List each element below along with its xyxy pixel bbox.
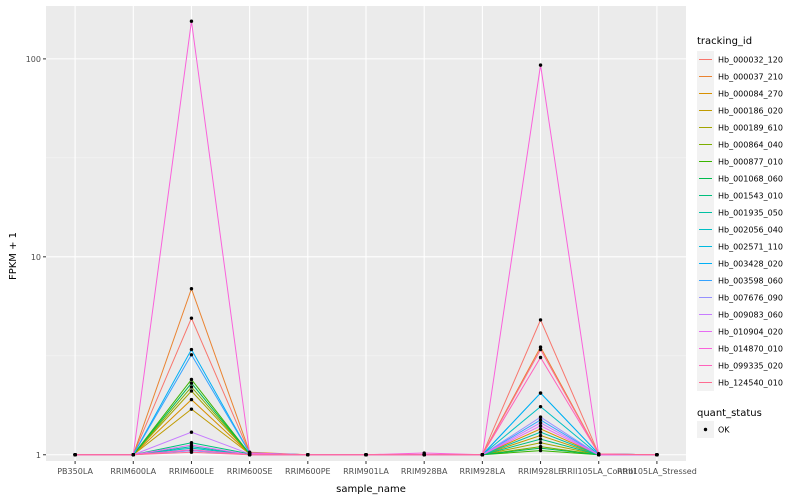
data-point <box>538 441 543 445</box>
y-tick-label: 10 <box>31 253 41 262</box>
legend-label: Hb_014870_010 <box>718 345 783 354</box>
legend-label: Hb_002571_110 <box>718 243 783 252</box>
data-point <box>189 347 194 352</box>
x-tick-label: RRIM600SE <box>227 467 273 476</box>
data-point <box>538 391 543 395</box>
shape-legend-key-point <box>703 427 708 432</box>
data-point <box>480 453 485 457</box>
data-point <box>538 418 543 422</box>
shape-legend-title: quant_status <box>697 408 762 419</box>
data-point <box>538 430 543 434</box>
x-tick-label: RRIM600PE <box>285 467 331 476</box>
legend-label: Hb_000877_010 <box>718 158 783 167</box>
x-tick-label: RRIM928LA <box>459 467 505 476</box>
legend-label: Hb_003598_060 <box>718 277 783 286</box>
data-point <box>189 385 194 389</box>
legend-label: Hb_000037_210 <box>718 73 783 82</box>
data-point <box>655 453 659 457</box>
data-point <box>189 448 194 452</box>
y-tick-label: 1 <box>36 451 41 460</box>
x-tick-label: RRIM901LA <box>343 467 389 476</box>
data-point <box>538 355 543 360</box>
data-point <box>189 397 194 402</box>
data-point <box>422 453 426 457</box>
data-point <box>189 377 194 382</box>
data-point <box>538 318 543 322</box>
data-point <box>597 452 601 456</box>
data-point <box>364 453 368 457</box>
data-point <box>538 433 543 438</box>
legend-label: Hb_001935_050 <box>718 209 783 218</box>
legend-label: Hb_000189_610 <box>718 124 783 133</box>
x-tick-label: RRIM928LE <box>518 467 563 476</box>
legend-label: Hb_099335_020 <box>718 362 783 371</box>
shape-legend-label: OK <box>718 426 730 435</box>
data-point <box>538 448 543 453</box>
y-tick-label: 100 <box>26 55 41 64</box>
data-point <box>189 430 194 434</box>
legend-label: Hb_000864_040 <box>718 141 783 150</box>
data-point <box>189 389 194 393</box>
data-point <box>538 347 543 352</box>
data-point <box>247 453 252 457</box>
legend: tracking_id quant_status Hb_000032_120 Hb… <box>697 36 783 438</box>
legend-label: Hb_001068_060 <box>718 175 783 184</box>
data-point <box>306 453 310 457</box>
axes: 1 10 100 PB350LA RRIM600LA RRIM600LE RRIM600SE… <box>26 55 697 476</box>
data-point <box>189 353 194 357</box>
legend-label: Hb_000186_020 <box>718 107 783 116</box>
x-axis-title: sample_name <box>336 484 406 495</box>
data-point <box>189 19 194 23</box>
legend-label: Hb_000084_270 <box>718 90 783 99</box>
data-point <box>189 287 194 291</box>
data-point <box>538 404 543 409</box>
data-point <box>189 381 194 385</box>
x-tick-label: RRII105LA_Control <box>562 467 636 476</box>
data-point <box>538 63 543 67</box>
data-point <box>538 446 543 450</box>
legend-label: Hb_002056_040 <box>718 226 783 235</box>
data-point <box>538 421 543 425</box>
legend-label: Hb_001543_010 <box>718 192 783 201</box>
legend-label: Hb_010904_020 <box>718 328 783 337</box>
data-point <box>189 407 194 411</box>
data-point <box>131 453 135 457</box>
legend-label: Hb_124540_010 <box>718 379 783 388</box>
x-tick-label: RRIM928BA <box>401 467 448 476</box>
x-tick-label: PB350LA <box>57 467 93 476</box>
data-point <box>189 443 194 447</box>
y-axis-title: FPKM + 1 <box>8 232 19 280</box>
x-tick-label: RRII105LA_Stressed <box>617 467 697 476</box>
data-point <box>73 453 77 457</box>
data-point <box>189 450 194 454</box>
legend-title: tracking_id <box>697 36 752 47</box>
data-point <box>538 424 543 428</box>
data-point <box>189 316 194 320</box>
x-tick-label: RRIM600LA <box>110 467 156 476</box>
legend-label: Hb_003428_020 <box>718 260 783 269</box>
x-tick-label: RRIM600LE <box>169 467 214 476</box>
legend-label: Hb_007676_090 <box>718 294 783 303</box>
legend-label: Hb_009083_060 <box>718 311 783 320</box>
legend-label: Hb_000032_120 <box>718 56 783 65</box>
data-point <box>538 427 543 431</box>
plot-panel <box>46 6 686 461</box>
data-point <box>538 437 543 441</box>
data-point <box>538 345 543 349</box>
data-points <box>73 19 659 457</box>
data-point <box>538 415 543 419</box>
